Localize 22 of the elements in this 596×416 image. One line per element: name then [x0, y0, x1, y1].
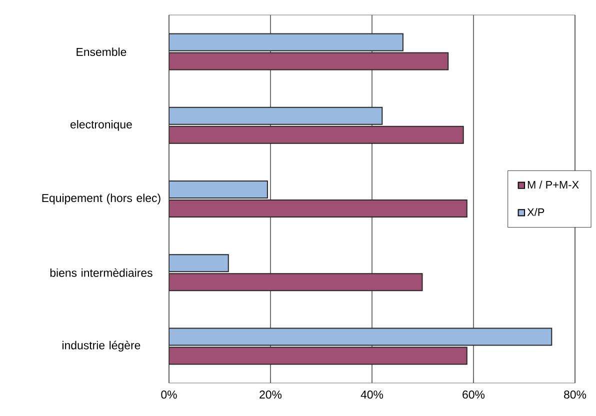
x-tick-label: 0%	[161, 390, 177, 399]
bar	[169, 346, 468, 365]
y-tick-label: industrie légère	[62, 340, 140, 352]
y-tick-label: Equipement (hors elec)	[42, 194, 160, 204]
x-tick-label: 40%	[360, 390, 384, 399]
bar	[169, 52, 449, 70]
legend-label: M / P+M-X	[528, 180, 579, 189]
legend-label: X/P	[527, 208, 544, 216]
x-tick-label: 80%	[564, 390, 586, 399]
bar	[169, 106, 383, 125]
y-tick-label: electronique	[70, 120, 132, 131]
x-tick-label: 20%	[260, 390, 282, 399]
bar	[169, 33, 404, 52]
y-tick-label: Ensemble	[76, 48, 126, 56]
bar	[169, 328, 552, 346]
y-tick-label: biens intermèdiaires	[50, 268, 152, 277]
bar	[169, 126, 464, 144]
bar	[169, 200, 468, 218]
bar	[169, 180, 268, 199]
x-tick-label: 60%	[462, 390, 485, 399]
bar	[169, 254, 229, 272]
bar	[169, 273, 423, 292]
